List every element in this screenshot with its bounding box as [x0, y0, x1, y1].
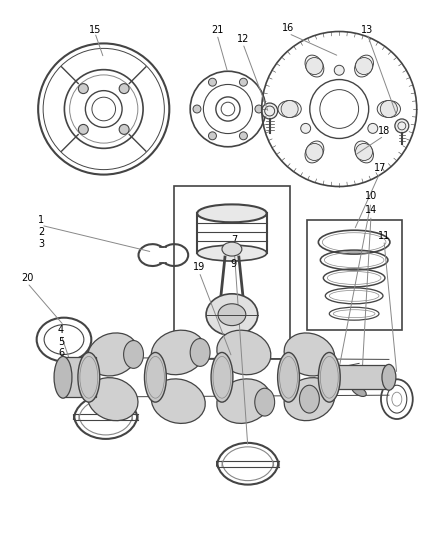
- Text: 9: 9: [231, 259, 237, 269]
- Text: 12: 12: [237, 35, 249, 44]
- Ellipse shape: [218, 304, 246, 326]
- Circle shape: [255, 105, 263, 113]
- Text: 6: 6: [58, 349, 64, 359]
- Circle shape: [262, 103, 278, 119]
- Circle shape: [78, 84, 88, 94]
- Text: 20: 20: [21, 273, 33, 283]
- Text: 14: 14: [365, 205, 377, 215]
- Text: 21: 21: [211, 25, 223, 35]
- Circle shape: [368, 124, 378, 133]
- Ellipse shape: [78, 352, 100, 402]
- Circle shape: [208, 132, 216, 140]
- Ellipse shape: [355, 55, 374, 77]
- Ellipse shape: [217, 379, 271, 423]
- Ellipse shape: [255, 388, 275, 416]
- Text: 3: 3: [38, 239, 44, 249]
- Ellipse shape: [190, 338, 210, 366]
- Ellipse shape: [217, 330, 271, 375]
- Bar: [174, 185, 290, 359]
- Circle shape: [281, 101, 298, 118]
- Ellipse shape: [197, 245, 267, 261]
- Ellipse shape: [382, 365, 396, 390]
- Circle shape: [240, 132, 247, 140]
- Circle shape: [208, 78, 216, 86]
- Bar: [334, 365, 389, 389]
- Text: 5: 5: [58, 336, 64, 346]
- Ellipse shape: [278, 101, 301, 118]
- Text: 13: 13: [361, 25, 373, 35]
- Ellipse shape: [355, 141, 374, 163]
- Ellipse shape: [87, 378, 138, 421]
- Circle shape: [356, 143, 373, 160]
- Circle shape: [227, 350, 237, 359]
- Ellipse shape: [54, 357, 72, 398]
- Ellipse shape: [377, 101, 400, 118]
- Ellipse shape: [305, 141, 324, 163]
- Circle shape: [78, 124, 88, 134]
- Text: 10: 10: [365, 191, 377, 201]
- Ellipse shape: [300, 385, 319, 413]
- Circle shape: [119, 124, 129, 134]
- Text: 17: 17: [374, 163, 386, 173]
- Text: 18: 18: [378, 126, 390, 136]
- Circle shape: [306, 58, 323, 75]
- Circle shape: [240, 78, 247, 86]
- Ellipse shape: [278, 352, 300, 402]
- Ellipse shape: [206, 294, 258, 336]
- Ellipse shape: [124, 341, 144, 368]
- Bar: [61, 358, 96, 397]
- Circle shape: [306, 143, 323, 160]
- Ellipse shape: [352, 386, 366, 397]
- Text: 1: 1: [38, 215, 44, 225]
- Circle shape: [395, 119, 409, 133]
- Text: 15: 15: [88, 25, 101, 35]
- Text: 8: 8: [231, 247, 237, 257]
- Circle shape: [334, 65, 344, 75]
- Ellipse shape: [305, 55, 324, 77]
- Bar: [307, 220, 402, 329]
- Ellipse shape: [222, 242, 242, 256]
- Circle shape: [193, 105, 201, 113]
- Ellipse shape: [151, 379, 205, 423]
- Ellipse shape: [197, 204, 267, 222]
- Ellipse shape: [284, 333, 335, 376]
- Circle shape: [119, 84, 129, 94]
- Text: 19: 19: [193, 262, 205, 272]
- Ellipse shape: [151, 330, 205, 375]
- Ellipse shape: [284, 378, 335, 421]
- Bar: [329, 368, 339, 386]
- Circle shape: [356, 58, 373, 75]
- Circle shape: [301, 124, 311, 133]
- Text: 11: 11: [378, 231, 390, 241]
- Text: 2: 2: [38, 227, 44, 237]
- Ellipse shape: [87, 333, 138, 376]
- Text: 16: 16: [283, 22, 295, 33]
- Text: 7: 7: [231, 235, 237, 245]
- Ellipse shape: [318, 352, 340, 402]
- Ellipse shape: [211, 352, 233, 402]
- Ellipse shape: [145, 352, 166, 402]
- Circle shape: [380, 101, 397, 118]
- Text: 4: 4: [58, 325, 64, 335]
